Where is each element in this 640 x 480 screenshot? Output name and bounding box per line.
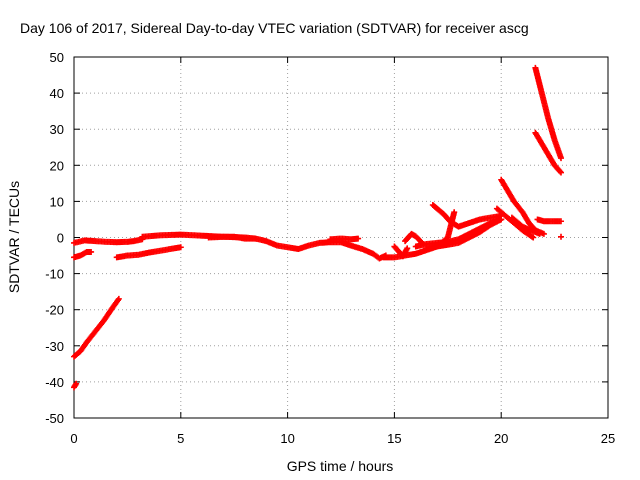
y-axis-label: SDTVAR / TECUs: [6, 181, 22, 293]
data-trace: [71, 295, 122, 360]
y-tick-label: 0: [57, 231, 64, 246]
grid-lines: [74, 57, 608, 418]
data-trace: [391, 243, 411, 260]
x-tick-label: 25: [601, 431, 615, 446]
data-point-marker: [88, 248, 95, 255]
data-point-marker: [529, 233, 536, 240]
x-tick-label: 0: [70, 431, 77, 446]
data-marks: [71, 64, 565, 391]
data-trace: [532, 129, 565, 176]
data-point-marker: [115, 295, 122, 302]
x-axis-ticks: 0 5 10 15 20 25: [70, 57, 615, 446]
data-point-marker: [558, 169, 565, 176]
data-trace: [205, 233, 389, 262]
data-point-marker: [558, 155, 565, 162]
x-axis-label: GPS time / hours: [287, 458, 394, 474]
data-trace: [402, 230, 426, 246]
x-tick-label: 20: [494, 431, 508, 446]
data-trace: [71, 236, 146, 246]
data-trace: [113, 244, 184, 261]
y-tick-label: 10: [50, 194, 64, 209]
data-point-marker: [530, 234, 537, 241]
data-point-marker: [558, 218, 565, 225]
data-point-marker: [355, 235, 362, 242]
x-tick-label: 10: [280, 431, 294, 446]
y-tick-label: -40: [45, 375, 64, 390]
data-trace: [327, 235, 362, 243]
data-point-marker: [451, 209, 458, 216]
x-tick-label: 15: [387, 431, 401, 446]
data-trace: [558, 233, 565, 240]
data-point-marker: [73, 380, 80, 387]
y-tick-label: 30: [50, 122, 64, 137]
data-point-marker: [177, 244, 184, 251]
y-tick-label: -20: [45, 303, 64, 318]
data-point-marker: [557, 168, 564, 175]
data-trace: [423, 209, 458, 252]
data-trace: [71, 380, 80, 391]
y-axis-ticks: -50 -40 -30 -20 -10 0 10 20 30 40 50: [45, 50, 608, 426]
data-point-marker: [404, 245, 411, 252]
y-tick-label: 20: [50, 158, 64, 173]
x-tick-label: 5: [177, 431, 184, 446]
data-trace: [508, 214, 543, 237]
chart-title: Day 106 of 2017, Sidereal Day-to-day VTE…: [20, 20, 529, 36]
data-trace: [532, 64, 565, 162]
y-tick-label: -50: [45, 411, 64, 426]
y-tick-label: 40: [50, 86, 64, 101]
data-point-marker: [536, 230, 543, 237]
y-tick-label: 50: [50, 50, 64, 65]
y-tick-label: -10: [45, 267, 64, 282]
data-trace: [534, 216, 565, 225]
y-tick-label: -30: [45, 339, 64, 354]
data-trace: [71, 248, 95, 261]
data-point-marker: [558, 233, 565, 240]
